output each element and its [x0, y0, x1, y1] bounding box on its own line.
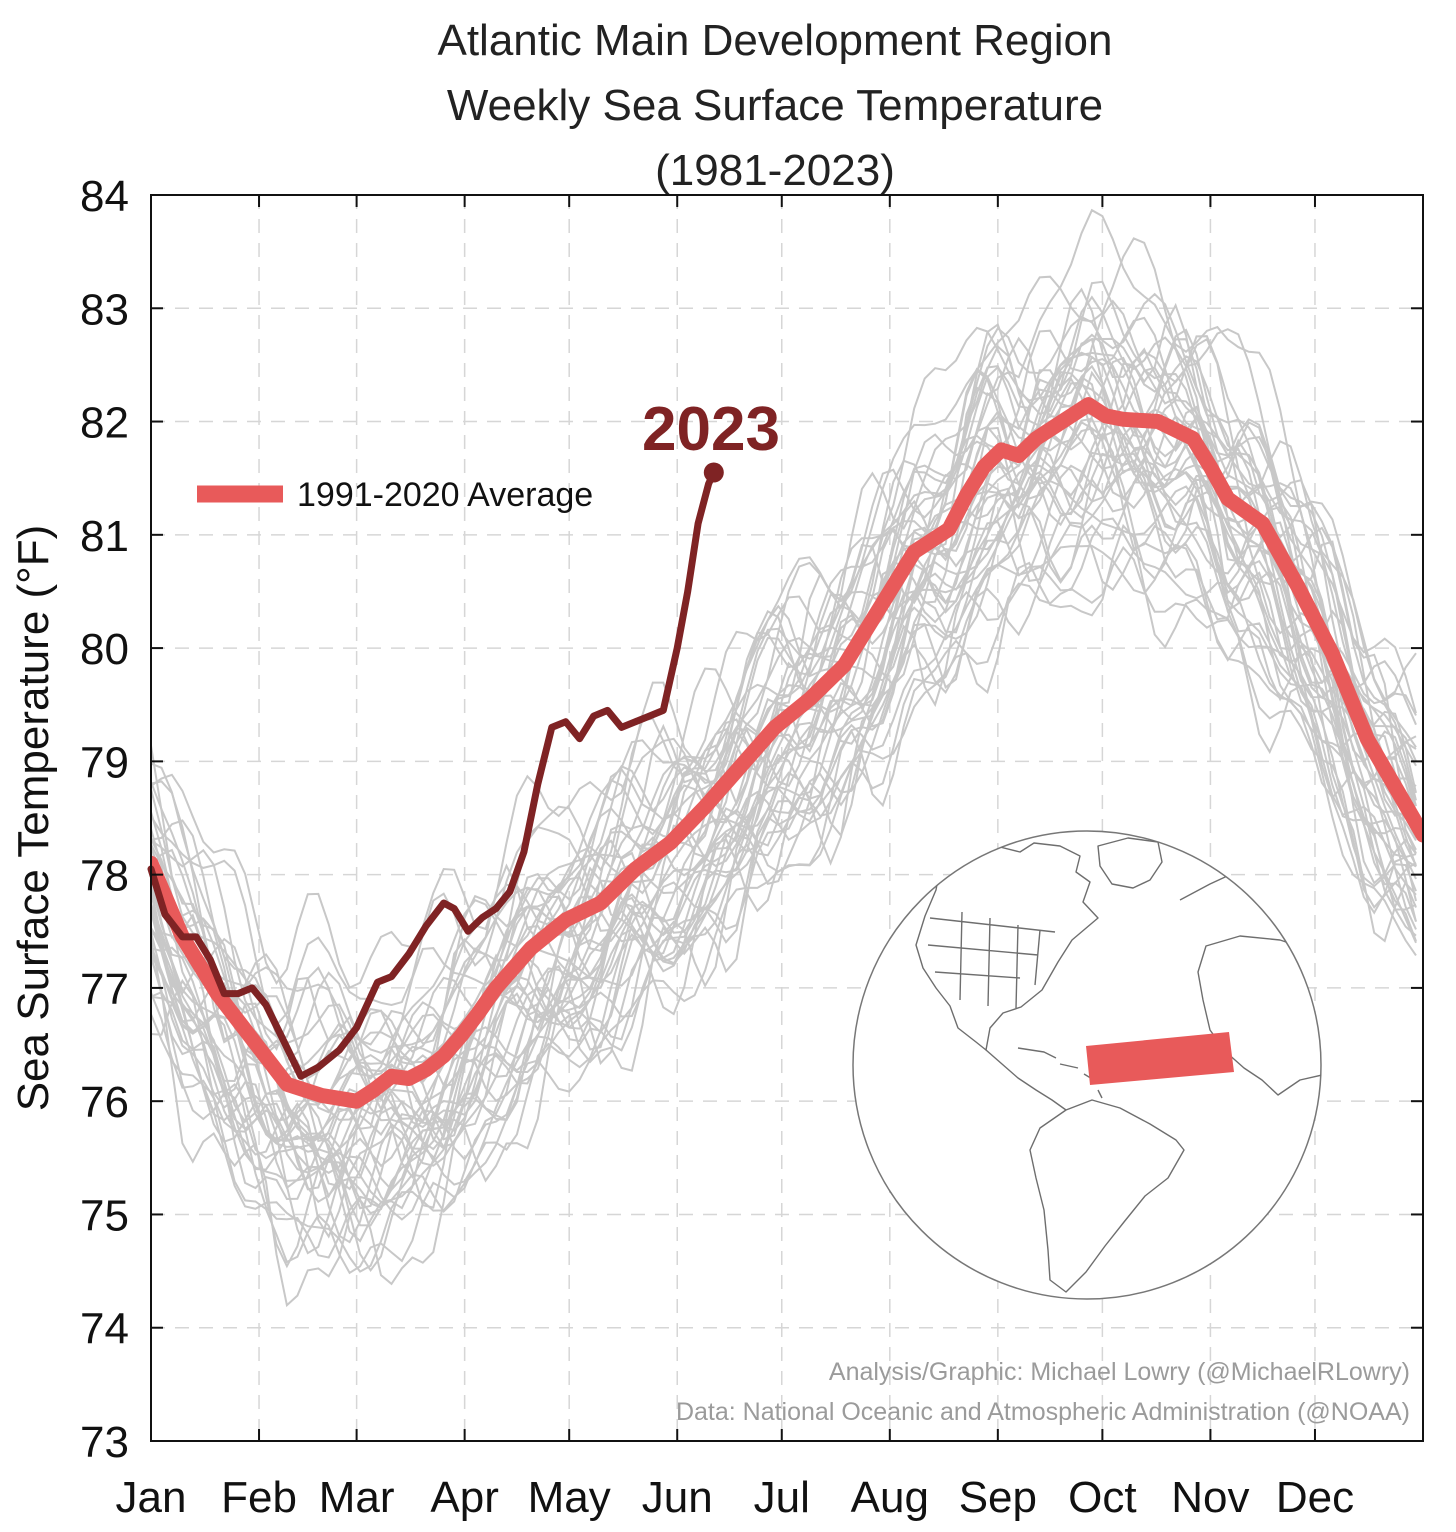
annotation-2023: 2023 [642, 395, 780, 464]
series-line-2023 [147, 469, 718, 1080]
globe-south-america [1029, 1099, 1185, 1293]
y-tick-label: 80 [80, 625, 129, 674]
history-year-line [151, 414, 1417, 1255]
y-tick-label: 73 [80, 1418, 129, 1467]
x-tick-label: Oct [1068, 1473, 1136, 1522]
history-year-line [151, 481, 1417, 1243]
x-tick-label: Jun [642, 1473, 713, 1522]
y-tick-label: 81 [80, 512, 129, 561]
mdr-region-box [1086, 1032, 1234, 1085]
x-tick-label: Mar [319, 1473, 395, 1522]
y-tick-label: 78 [80, 852, 129, 901]
globe-inset [852, 830, 1322, 1300]
credit-analysis: Analysis/Graphic: Michael Lowry (@Michae… [829, 1358, 1410, 1386]
history-year-line [151, 375, 1417, 1121]
x-tick-label: Jan [116, 1473, 187, 1522]
globe-outline [852, 830, 1322, 1300]
globe-greenland [1097, 837, 1163, 889]
globe-north-america [915, 835, 1099, 1051]
x-tick-label: Apr [430, 1473, 498, 1522]
chart-title-line-3: (1981-2023) [655, 146, 895, 195]
globe-central-america [985, 1049, 1067, 1111]
history-year-line [151, 208, 1417, 1084]
historical-years [151, 208, 1417, 1308]
x-tick-label: Jul [754, 1473, 810, 1522]
history-year-line [151, 328, 1417, 1062]
history-year-line [151, 521, 1417, 1179]
x-tick-label: Feb [221, 1473, 297, 1522]
x-tick-label: Nov [1171, 1473, 1249, 1522]
y-tick-label: 79 [80, 738, 129, 787]
history-year-line [151, 414, 1417, 1244]
axis-ticks [151, 194, 1423, 1442]
history-year-line [151, 370, 1417, 1199]
legend-label-average: 1991-2020 Average [297, 476, 593, 514]
y-tick-labels: 73 74 75 76 77 78 79 80 81 82 83 84 [80, 172, 129, 1467]
y-tick-label: 77 [80, 965, 129, 1014]
y-tick-label: 84 [80, 172, 129, 221]
plot-area [151, 195, 1423, 1441]
x-tick-label: Aug [851, 1473, 929, 1522]
history-year-line [151, 545, 1417, 1192]
history-year-line [151, 452, 1417, 1273]
history-year-line [151, 292, 1417, 1106]
series-line-average [151, 397, 1423, 1109]
y-tick-label: 74 [80, 1305, 129, 1354]
y-tick-label: 75 [80, 1191, 129, 1240]
credits: Analysis/Graphic: Michael Lowry (@Michae… [676, 1358, 1410, 1426]
x-tick-labels: Jan Feb Mar Apr May Jun Jul Aug Sep Oct Nov Dec [116, 1473, 1355, 1522]
chart-title-line-2: Weekly Sea Surface Temperature [447, 81, 1103, 130]
x-tick-label: Sep [959, 1473, 1037, 1522]
history-year-line [151, 517, 1417, 1168]
x-tick-label: Dec [1276, 1473, 1354, 1522]
globe-caribbean [1017, 1047, 1103, 1099]
series-point-2023-latest [703, 462, 724, 483]
y-tick-label: 83 [80, 285, 129, 334]
history-year-line [151, 295, 1417, 1114]
history-year-line [151, 459, 1417, 1209]
y-tick-label: 76 [80, 1078, 129, 1127]
legend: 1991-2020 Average [197, 476, 593, 514]
y-tick-label: 82 [80, 399, 129, 448]
globe-us-states [927, 911, 1056, 1009]
y-axis-label: Sea Surface Temperature (°F) [9, 525, 58, 1112]
credit-data: Data: National Oceanic and Atmospheric A… [676, 1398, 1410, 1426]
chart-title-line-1: Atlantic Main Development Region [437, 16, 1112, 65]
plot-frame [150, 194, 1424, 1442]
history-year-line [151, 422, 1417, 1101]
x-tick-label: May [528, 1473, 611, 1522]
history-year-line [151, 287, 1417, 990]
chart-title: Atlantic Main Development Region Weekly … [437, 16, 1112, 195]
